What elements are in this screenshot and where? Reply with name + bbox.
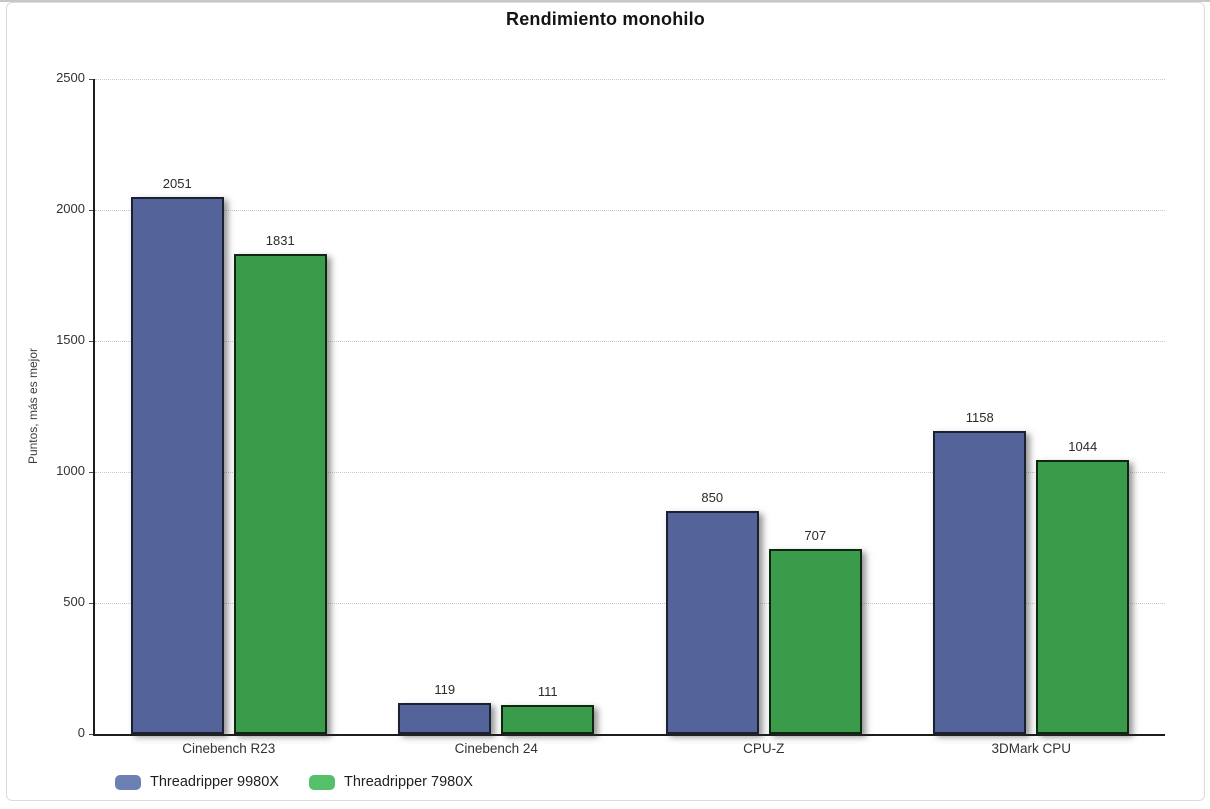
category-label: 3DMark CPU: [991, 741, 1071, 756]
legend-item-threadripper-7980x[interactable]: Threadripper 7980X: [308, 774, 473, 790]
bar-threadripper-7980x[interactable]: [501, 705, 595, 734]
bar-value-label: 707: [804, 528, 827, 543]
legend-item-threadripper-9980x[interactable]: Threadripper 9980X: [115, 774, 279, 790]
gridline: [95, 79, 1165, 80]
y-tick-mark: [89, 734, 95, 735]
gridline: [95, 603, 1165, 604]
legend-label: Threadripper 9980X: [150, 774, 279, 790]
plot-area: 0 500 1000 1500 2000 2500 Cinebench R23 2051 183…: [7, 3, 1204, 800]
y-tick-label: 2000: [56, 201, 85, 216]
bar-threadripper-7980x[interactable]: [233, 254, 327, 734]
y-tick-mark: [89, 472, 95, 473]
bar-threadripper-9980x[interactable]: [398, 703, 492, 734]
bar-value-label: 1044: [1068, 439, 1098, 454]
bar-threadripper-7980x[interactable]: [1036, 460, 1130, 734]
gridline: [95, 341, 1165, 342]
bar-value-label: 850: [701, 490, 724, 505]
y-tick-mark: [89, 603, 95, 604]
category-label: Cinebench R23: [182, 741, 276, 756]
gridline: [95, 472, 1165, 473]
gridline: [95, 210, 1165, 211]
bar-value-label: 1158: [965, 410, 994, 425]
bar-value-label: 111: [537, 684, 558, 699]
y-tick-mark: [89, 210, 95, 211]
y-tick-mark: [89, 79, 95, 80]
y-axis-line: [93, 79, 95, 734]
legend-label: Threadripper 7980X: [343, 774, 473, 790]
category-label: Cinebench 24: [454, 741, 538, 756]
chart-card: Rendimiento monohilo Puntos, más es mejo…: [6, 2, 1205, 801]
y-tick-mark: [89, 341, 95, 342]
y-tick-label: 500: [63, 594, 85, 609]
chart-title: Rendimiento monohilo: [506, 9, 705, 29]
bar-value-label: 1831: [265, 233, 295, 248]
bar-value-label: 119: [434, 682, 456, 697]
y-tick-label: 1000: [56, 463, 85, 478]
bar-threadripper-9980x[interactable]: [130, 197, 224, 734]
y-tick-label: 2500: [56, 70, 85, 85]
bar-threadripper-7980x[interactable]: [768, 549, 862, 734]
legend-swatch: [115, 774, 141, 790]
bar-value-label: 2051: [162, 176, 192, 191]
x-axis-line: [93, 734, 1165, 736]
bar-threadripper-9980x[interactable]: [665, 511, 759, 734]
category-label: CPU-Z: [743, 741, 785, 756]
bar-threadripper-9980x[interactable]: [933, 431, 1027, 734]
y-tick-label: 1500: [56, 332, 85, 347]
y-tick-label: 0: [77, 725, 85, 740]
legend: Threadripper 9980X Threadripper 7980X: [115, 774, 473, 790]
legend-swatch: [308, 774, 335, 790]
page-top-divider: [0, 0, 1210, 2]
